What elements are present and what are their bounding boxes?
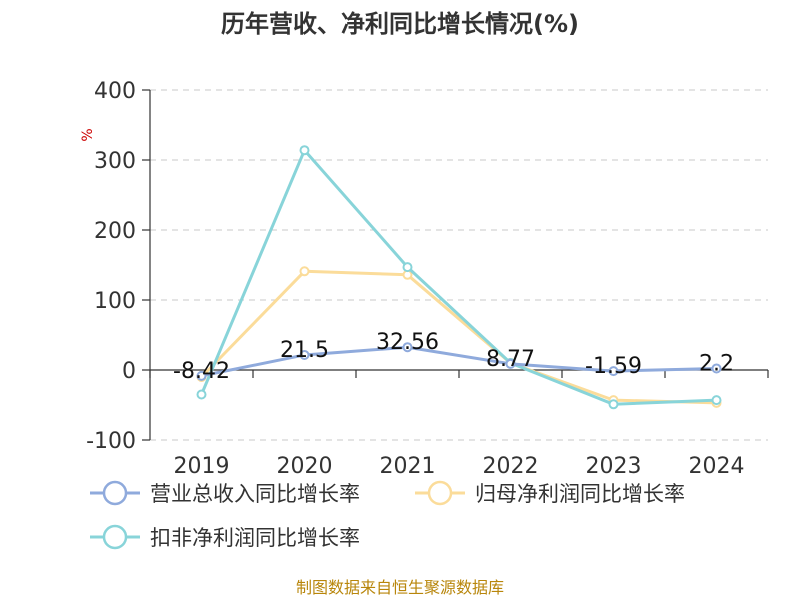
data-point [299, 145, 310, 156]
x-tick-label: 2020 [277, 454, 333, 479]
data-label: 8.77 [486, 347, 535, 372]
series-line [201, 345, 717, 378]
data-point [711, 363, 722, 374]
data-point [711, 395, 722, 406]
data-point [608, 366, 619, 377]
legend-marker [427, 480, 453, 506]
data-label: 21.5 [280, 338, 329, 363]
legend-item[interactable]: 归母净利润同比增长率 [415, 480, 685, 506]
legend-item[interactable]: 营业总收入同比增长率 [90, 480, 360, 506]
series-group [196, 145, 722, 410]
y-tick-label: 200 [94, 219, 136, 244]
y-tick-label: 100 [94, 289, 136, 314]
y-tick-label: 300 [94, 149, 136, 174]
legend-label: 归母净利润同比增长率 [475, 482, 685, 506]
x-tick-label: 2023 [586, 454, 642, 479]
data-label: 2.2 [699, 351, 734, 376]
legend-label: 营业总收入同比增长率 [150, 482, 360, 506]
data-point [608, 399, 619, 410]
data-point [402, 262, 413, 273]
data-label: -1.59 [585, 354, 642, 379]
data-label: -8.42 [173, 359, 230, 384]
legend-marker [102, 524, 128, 550]
data-label: 32.56 [376, 330, 439, 355]
data-point [196, 389, 207, 400]
data-point [505, 358, 516, 369]
chart-title: 历年营收、净利同比增长情况(%) [221, 10, 579, 38]
series-line [200, 148, 717, 406]
y-tick-label: -100 [86, 429, 136, 454]
x-tick-label: 2022 [483, 454, 539, 479]
data-labels: -8.42 21.5 32.56 8.77 -1.59 2.2 [173, 330, 734, 384]
x-tick-label: 2024 [689, 454, 745, 479]
x-tick-label: 2019 [174, 454, 230, 479]
data-point [402, 342, 413, 353]
axes: -100 0 100 200 300 400 2019 2020 2021 2022 2023 202… [86, 79, 769, 479]
y-axis-unit: % [80, 128, 96, 141]
data-point [196, 370, 207, 381]
grid-lines [150, 89, 768, 441]
legend-item[interactable]: 扣非净利润同比增长率 [90, 524, 360, 550]
x-tick-label: 2021 [380, 454, 436, 479]
series-line [200, 269, 717, 405]
legend-marker [102, 480, 128, 506]
legend-label: 扣非净利润同比增长率 [150, 526, 360, 550]
source-note: 制图数据来自恒生聚源数据库 [296, 578, 504, 597]
y-tick-label: 400 [94, 79, 136, 104]
y-tick-label: 0 [122, 359, 136, 384]
data-point [299, 266, 310, 277]
data-point [299, 349, 310, 360]
